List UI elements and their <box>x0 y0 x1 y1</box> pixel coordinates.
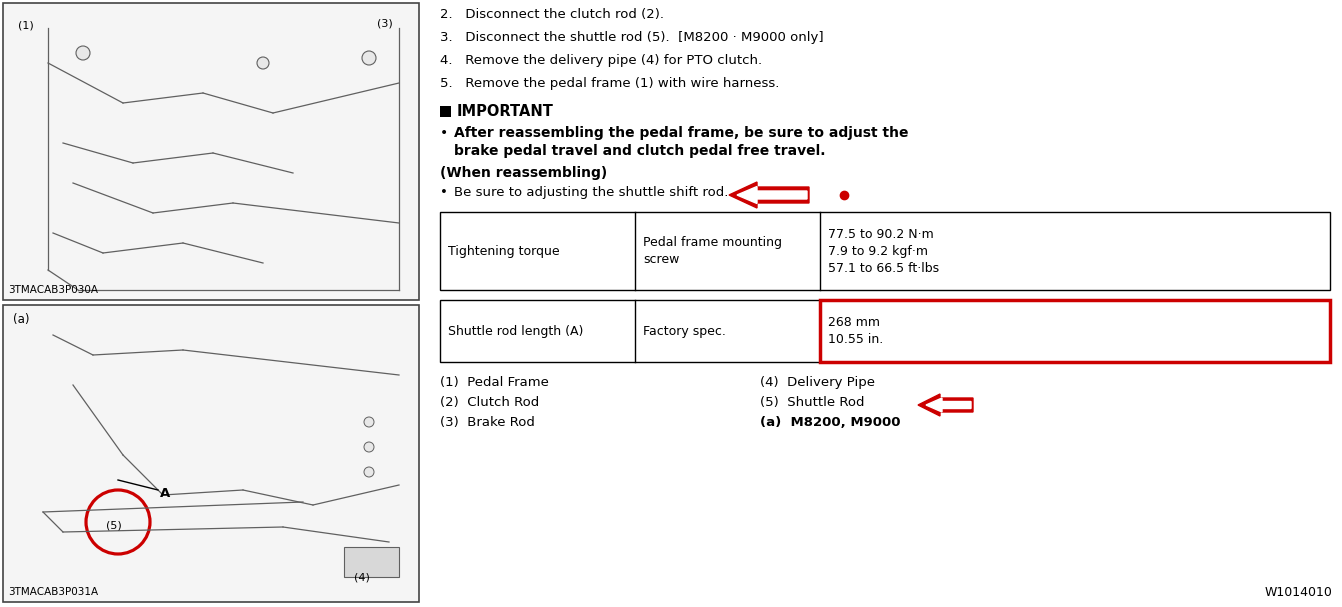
Text: (4): (4) <box>354 572 370 582</box>
Text: (5): (5) <box>106 521 122 531</box>
Text: IMPORTANT: IMPORTANT <box>458 104 554 119</box>
Text: Factory spec.: Factory spec. <box>643 325 726 337</box>
Circle shape <box>364 417 374 427</box>
Bar <box>820 300 1330 362</box>
Text: (1): (1) <box>17 21 34 31</box>
Text: 5.   Remove the pedal frame (1) with wire harness.: 5. Remove the pedal frame (1) with wire … <box>440 77 780 90</box>
FancyArrow shape <box>737 186 807 203</box>
Text: (4)  Delivery Pipe: (4) Delivery Pipe <box>760 376 875 389</box>
Text: Be sure to adjusting the shuttle shift rod.: Be sure to adjusting the shuttle shift r… <box>454 186 729 199</box>
Text: •: • <box>440 126 448 140</box>
Text: 268 mm
10.55 in.: 268 mm 10.55 in. <box>828 316 883 346</box>
Text: •: • <box>440 186 448 199</box>
Text: Pedal frame mounting
screw: Pedal frame mounting screw <box>643 236 782 266</box>
Text: (a)  M8200, M9000: (a) M8200, M9000 <box>760 416 900 429</box>
FancyArrow shape <box>729 182 809 208</box>
Text: (a): (a) <box>13 313 30 326</box>
Text: 3TMACAB3P031A: 3TMACAB3P031A <box>8 587 98 597</box>
Circle shape <box>364 467 374 477</box>
Bar <box>344 547 399 577</box>
Bar <box>3 305 419 602</box>
Text: 4.   Remove the delivery pipe (4) for PTO clutch.: 4. Remove the delivery pipe (4) for PTO … <box>440 54 762 67</box>
Text: Tightening torque: Tightening torque <box>448 245 560 257</box>
Bar <box>440 300 1330 362</box>
Text: After reassembling the pedal frame, be sure to adjust the: After reassembling the pedal frame, be s… <box>454 126 909 140</box>
Text: (3): (3) <box>377 18 393 28</box>
Text: 3TMACAB3P030A: 3TMACAB3P030A <box>8 285 98 295</box>
Text: (When reassembling): (When reassembling) <box>440 166 607 180</box>
FancyArrow shape <box>926 398 972 412</box>
Circle shape <box>364 442 374 452</box>
Text: W1014010: W1014010 <box>1264 586 1333 599</box>
Text: Shuttle rod length (A): Shuttle rod length (A) <box>448 325 584 337</box>
Text: 77.5 to 90.2 N·m
7.9 to 9.2 kgf·m
57.1 to 66.5 ft·lbs: 77.5 to 90.2 N·m 7.9 to 9.2 kgf·m 57.1 t… <box>828 228 939 274</box>
Text: (1)  Pedal Frame: (1) Pedal Frame <box>440 376 549 389</box>
Text: (2)  Clutch Rod: (2) Clutch Rod <box>440 396 539 409</box>
FancyArrow shape <box>918 394 973 416</box>
Text: A: A <box>160 487 170 500</box>
Circle shape <box>362 51 376 65</box>
Text: brake pedal travel and clutch pedal free travel.: brake pedal travel and clutch pedal free… <box>454 144 825 158</box>
Text: (3)  Brake Rod: (3) Brake Rod <box>440 416 535 429</box>
Text: 2.   Disconnect the clutch rod (2).: 2. Disconnect the clutch rod (2). <box>440 8 664 21</box>
Circle shape <box>76 46 90 60</box>
Bar <box>440 212 1330 290</box>
Bar <box>440 106 451 117</box>
Text: 3.   Disconnect the shuttle rod (5).  [M8200 · M9000 only]: 3. Disconnect the shuttle rod (5). [M820… <box>440 31 824 44</box>
Text: (5)  Shuttle Rod: (5) Shuttle Rod <box>760 396 864 409</box>
Bar <box>3 3 419 300</box>
Circle shape <box>258 57 268 69</box>
